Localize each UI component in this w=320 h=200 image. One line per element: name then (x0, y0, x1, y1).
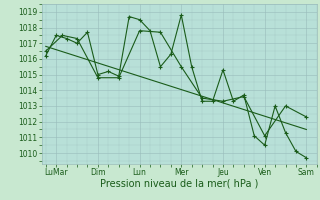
X-axis label: Pression niveau de la mer( hPa ): Pression niveau de la mer( hPa ) (100, 179, 258, 189)
